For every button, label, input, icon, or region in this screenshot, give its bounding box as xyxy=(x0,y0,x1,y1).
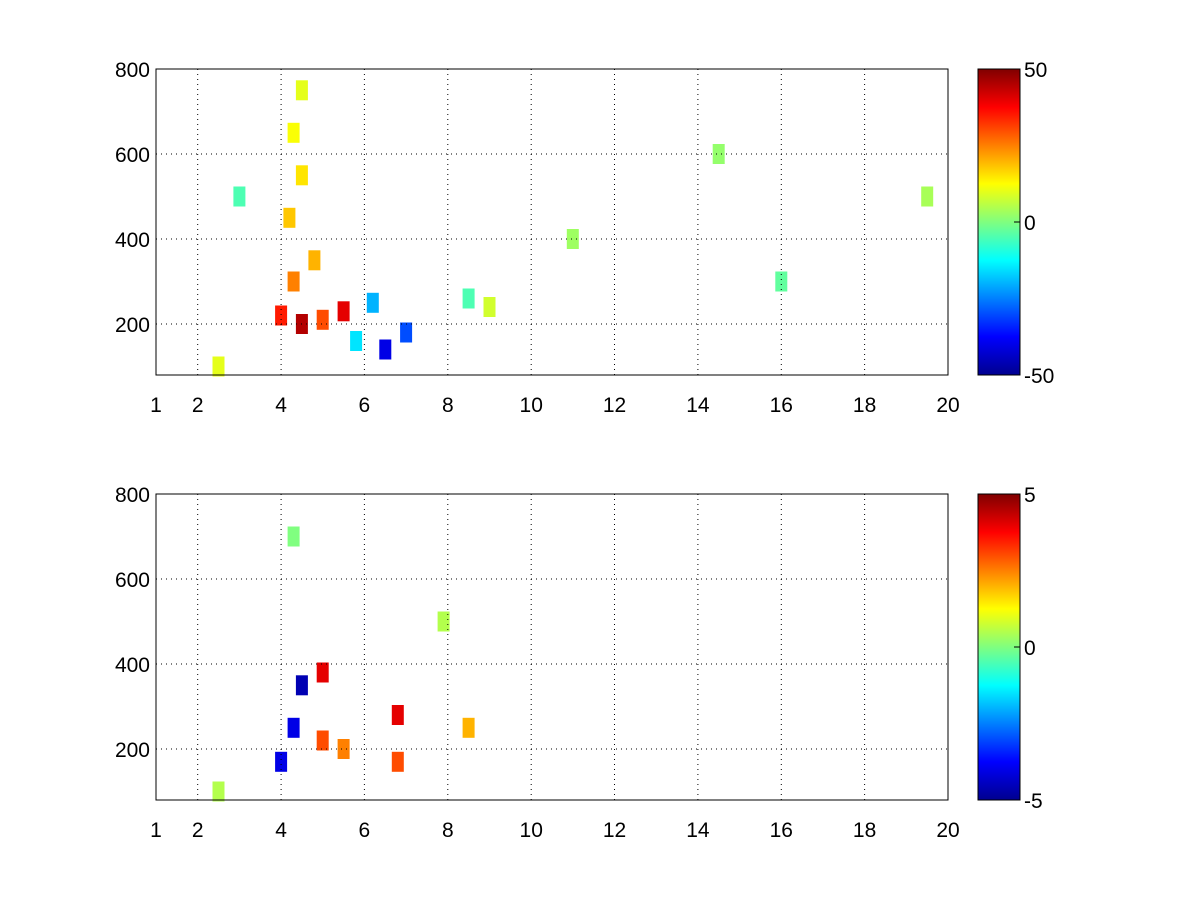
x-tick-label: 14 xyxy=(686,819,710,842)
heatmap-cell xyxy=(283,207,296,228)
heatmap-cell xyxy=(233,186,246,207)
heatmap-cell xyxy=(295,165,308,186)
bottom-colorbar xyxy=(977,493,1021,801)
x-tick-label: 1 xyxy=(150,819,162,842)
heatmap-cell xyxy=(337,739,350,759)
heatmap-cell xyxy=(437,611,450,632)
y-tick-label: 400 xyxy=(115,654,150,677)
heatmap-cell xyxy=(275,751,288,772)
top-axes-box xyxy=(155,68,949,376)
y-tick-label: 200 xyxy=(115,739,150,762)
x-tick-label: 14 xyxy=(686,394,710,417)
heatmap-cell xyxy=(566,229,579,249)
x-tick-label: 1 xyxy=(150,394,162,417)
colorbar-tick-label: -50 xyxy=(1024,365,1054,388)
bottom-grid xyxy=(156,494,948,800)
heatmap-cell xyxy=(316,662,329,683)
heatmap-cell xyxy=(295,675,308,696)
x-tick-label: 12 xyxy=(603,819,626,842)
heatmap-cell xyxy=(350,331,363,351)
colorbar-tick-label: 50 xyxy=(1024,59,1047,82)
bottom-plot-area xyxy=(156,494,948,800)
bottom-x-tick-labels: 1 2 4 6 8 10 12 14 16 18 20 xyxy=(150,819,960,842)
y-tick-label: 200 xyxy=(115,314,150,337)
colorbar-tick-label: -5 xyxy=(1024,790,1043,813)
y-tick-label: 800 xyxy=(115,59,150,82)
x-tick-label: 4 xyxy=(275,819,287,842)
heatmap-cell xyxy=(462,717,475,738)
heatmap-cell xyxy=(295,80,308,101)
heatmap-cell xyxy=(400,322,413,343)
top-y-tick-labels: 200 400 600 800 xyxy=(115,59,150,337)
heatmap-cell xyxy=(316,309,329,330)
heatmap-cell xyxy=(337,301,350,322)
heatmap-cell xyxy=(391,751,404,772)
top-plot-area xyxy=(156,69,948,375)
colorbar-tick-label: 5 xyxy=(1024,484,1036,507)
heatmap-cell xyxy=(287,122,300,143)
x-tick-label: 6 xyxy=(359,394,371,417)
x-tick-label: 8 xyxy=(442,394,454,417)
x-tick-label: 16 xyxy=(770,394,793,417)
heatmap-cell xyxy=(391,705,404,725)
top-colorbar-tick-labels: -50 0 50 xyxy=(1014,59,1054,388)
heatmap-cell xyxy=(287,271,300,292)
y-tick-label: 800 xyxy=(115,484,150,507)
heatmap-cell xyxy=(483,297,496,317)
heatmap-cell xyxy=(308,250,321,271)
y-tick-label: 600 xyxy=(115,144,150,167)
heatmap-cell xyxy=(921,186,934,207)
colorbar-tick-label: 0 xyxy=(1024,637,1036,660)
heatmap-cell xyxy=(379,339,392,360)
x-tick-label: 4 xyxy=(275,394,287,417)
heatmap-cell xyxy=(287,526,300,547)
bottom-heatmap-cells xyxy=(212,526,475,802)
y-tick-label: 400 xyxy=(115,229,150,252)
heatmap-cell xyxy=(287,717,300,738)
heatmap-cell xyxy=(212,781,225,802)
x-tick-label: 10 xyxy=(520,819,543,842)
x-tick-label: 10 xyxy=(520,394,543,417)
bottom-axes-box xyxy=(155,493,949,801)
x-tick-label: 8 xyxy=(442,819,454,842)
top-colorbar xyxy=(977,68,1021,376)
top-grid xyxy=(156,69,948,375)
x-tick-label: 6 xyxy=(359,819,371,842)
heatmap-cell xyxy=(712,144,725,164)
bottom-colorbar-tick-labels: -5 0 5 xyxy=(1014,484,1043,813)
x-tick-label: 16 xyxy=(770,819,793,842)
bottom-y-tick-labels: 200 400 600 800 xyxy=(115,484,150,762)
colorbar-tick-label: 0 xyxy=(1024,212,1036,235)
x-tick-label: 20 xyxy=(936,394,959,417)
x-tick-label: 18 xyxy=(853,394,876,417)
top-x-tick-labels: 1 2 4 6 8 10 12 14 16 18 20 xyxy=(150,394,960,417)
heatmap-cell xyxy=(275,305,288,326)
x-tick-label: 12 xyxy=(603,394,626,417)
x-tick-label: 18 xyxy=(853,819,876,842)
heatmap-cell xyxy=(212,356,225,377)
heatmap-cell xyxy=(775,271,788,292)
x-tick-label: 2 xyxy=(192,819,204,842)
y-tick-label: 600 xyxy=(115,569,150,592)
heatmap-cell xyxy=(366,292,379,313)
top-heatmap-cells xyxy=(212,80,934,377)
heatmap-cell xyxy=(316,730,329,751)
heatmap-cell xyxy=(462,288,475,309)
x-tick-label: 2 xyxy=(192,394,204,417)
x-tick-label: 20 xyxy=(936,819,959,842)
